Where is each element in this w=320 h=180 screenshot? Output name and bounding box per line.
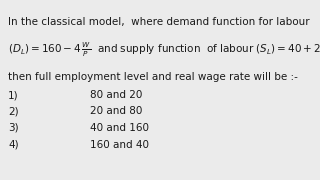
Text: 1): 1): [8, 90, 19, 100]
Text: $( D_L ) = 160 - 4\,\frac{W}{P}$  and supply function  of labour $( S_L ) = 40 +: $( D_L ) = 160 - 4\,\frac{W}{P}$ and sup…: [8, 41, 320, 59]
Text: 20 and 80: 20 and 80: [90, 107, 142, 116]
Text: In the classical model,  where demand function for labour: In the classical model, where demand fun…: [8, 17, 310, 27]
Text: 40 and 160: 40 and 160: [90, 123, 149, 133]
Text: 2): 2): [8, 107, 19, 116]
Text: 160 and 40: 160 and 40: [90, 140, 149, 150]
Text: 80 and 20: 80 and 20: [90, 90, 142, 100]
Text: 4): 4): [8, 140, 19, 150]
Text: then full employment level and real wage rate will be :-: then full employment level and real wage…: [8, 72, 298, 82]
Text: 3): 3): [8, 123, 19, 133]
